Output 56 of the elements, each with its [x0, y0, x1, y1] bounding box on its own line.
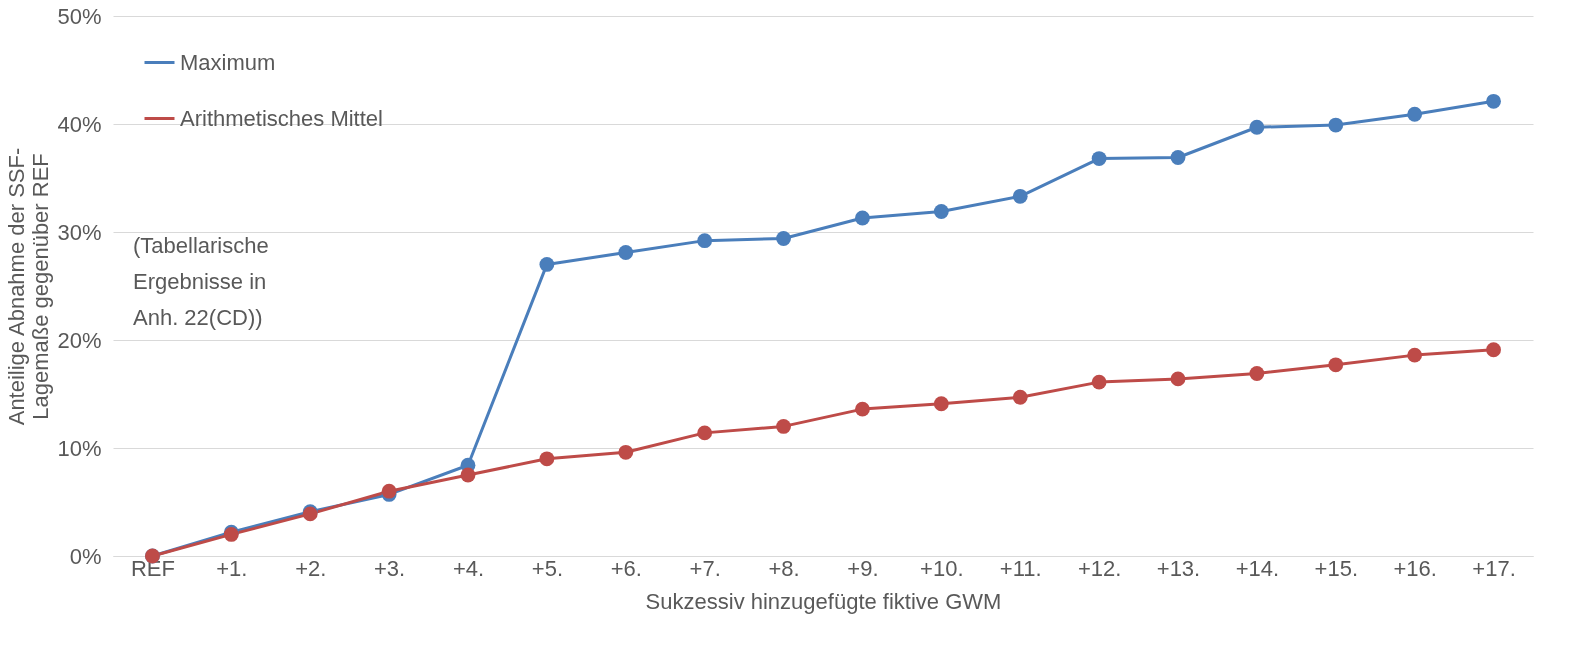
point — [1407, 106, 1423, 122]
point — [1486, 93, 1501, 109]
x-axis-title: Sukzessiv hinzugefügte fiktive GWM — [645, 588, 1002, 614]
x-tick-label: +7. — [689, 555, 721, 581]
x-tick-label: +11. — [999, 555, 1042, 581]
point — [933, 204, 949, 219]
point — [697, 425, 713, 441]
point — [776, 419, 791, 434]
x-tick-label: +3. — [374, 555, 406, 581]
point — [381, 483, 397, 499]
point — [1249, 119, 1265, 135]
point — [1486, 342, 1501, 358]
point — [539, 451, 555, 467]
x-tick-label: +2. — [295, 555, 327, 581]
point — [1249, 366, 1265, 381]
point — [618, 444, 634, 460]
y-tick-label: 40% — [57, 111, 102, 137]
legend-label: Maximum — [180, 49, 276, 75]
point — [1407, 347, 1423, 363]
x-tick-label: +17. — [1472, 555, 1516, 581]
y-tick-label: 0% — [69, 543, 102, 569]
y-tick-label: 20% — [57, 327, 102, 353]
point — [697, 233, 713, 249]
point — [460, 467, 476, 483]
point — [1328, 117, 1344, 133]
point — [1170, 371, 1186, 387]
y-tick-label: 10% — [57, 435, 102, 461]
x-tick-label: +15. — [1314, 555, 1358, 581]
point — [855, 210, 870, 226]
y-axis-title: Anteilige Abnahme der SSF- Lagemaße gegenüber REF — [4, 147, 54, 426]
point — [1012, 188, 1028, 204]
x-tick-label: +4. — [452, 555, 485, 581]
point — [1328, 357, 1344, 373]
legend-label: Arithmetisches Mittel — [180, 105, 383, 131]
x-tick-label: +10. — [920, 555, 964, 581]
point — [1091, 151, 1107, 166]
x-tick-label: +13. — [1156, 555, 1201, 581]
point — [933, 396, 949, 412]
x-tick-label: +6. — [610, 555, 642, 581]
y-tick-label: 30% — [57, 219, 102, 245]
x-tick-label: +16. — [1393, 555, 1437, 581]
point — [1091, 374, 1107, 390]
point — [855, 401, 870, 417]
x-tick-label: +14. — [1235, 555, 1280, 581]
x-tick-label: +9. — [847, 555, 879, 581]
x-tick-label: +1. — [216, 555, 248, 581]
point — [1170, 150, 1186, 165]
point — [1012, 389, 1028, 405]
x-tick-label: +8. — [768, 555, 800, 581]
x-tick-label: +12. — [1077, 555, 1122, 581]
annotation: (Tabellarische Ergebnisse in Anh. 22(CD)) — [133, 233, 269, 330]
point — [539, 257, 555, 272]
point — [618, 245, 634, 260]
y-tick-label: 50% — [57, 3, 102, 29]
x-tick-label: +5. — [531, 555, 563, 581]
point — [776, 231, 791, 246]
